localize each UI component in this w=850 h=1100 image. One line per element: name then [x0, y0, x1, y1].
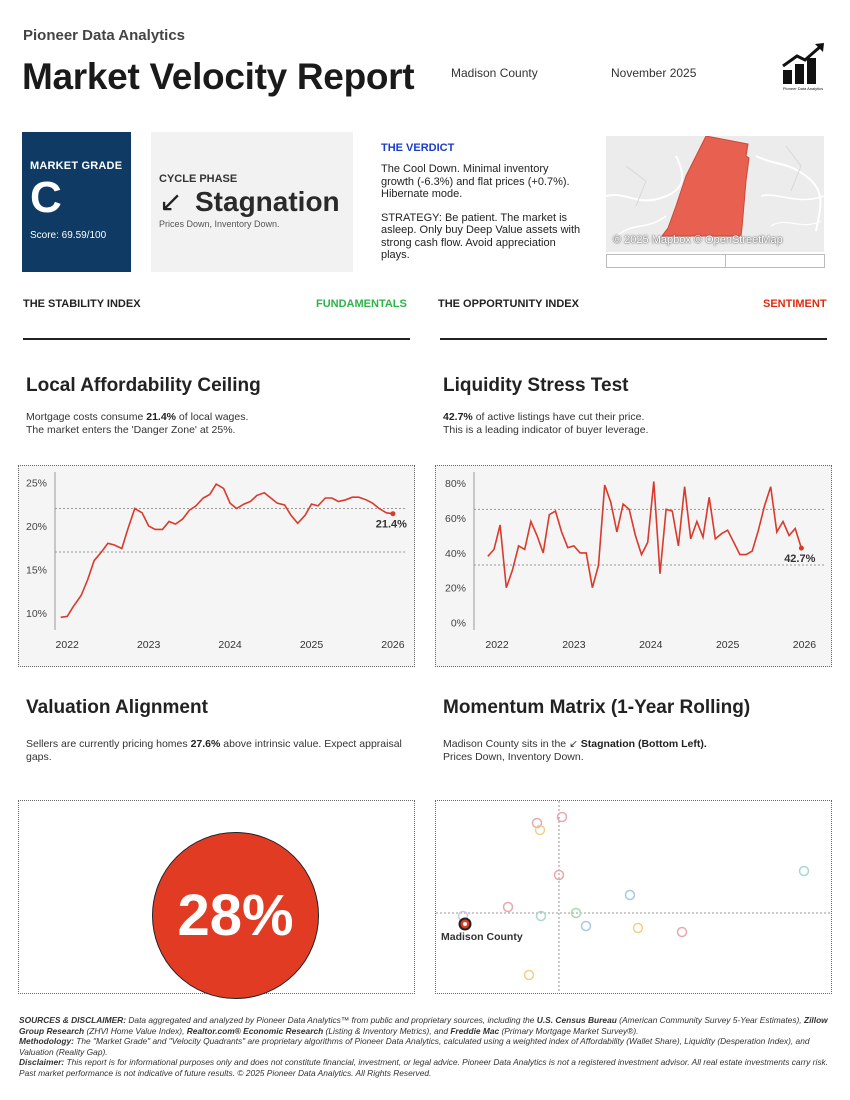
liquidity-chart: 0% 20% 40% 60% 80% 2022 2023 2024 2025 2026 42.7% [435, 465, 832, 667]
x-tick-label: 2025 [300, 639, 324, 651]
series-line [60, 483, 394, 619]
x-tick-label: 2024 [218, 639, 242, 651]
x-tick-label: 2026 [793, 639, 817, 651]
market-point [632, 922, 644, 934]
affordability-text: Mortgage costs consume 21.4% of local wa… [26, 411, 249, 436]
cycle-phase-name: Stagnation [195, 186, 340, 217]
market-point [502, 901, 514, 913]
logo-text: Pioneer Data Analytics [783, 86, 823, 91]
county-region [661, 136, 750, 237]
market-grade-card: MARKET GRADE C Score: 69.59/100 [22, 132, 131, 272]
x-tick-label: 2024 [639, 639, 663, 651]
liquidity-chart-svg: 0% 20% 40% 60% 80% 2022 2023 2024 2025 2026 42.7% [445, 472, 824, 651]
y-tick-label: 10% [26, 608, 47, 620]
momentum-text: Madison County sits in the ↙ Stagnation … [443, 738, 707, 763]
madison-county-point-center [463, 922, 467, 926]
market-point [798, 865, 810, 877]
y-tick-label: 20% [26, 521, 47, 533]
market-grade-letter: C [30, 173, 62, 222]
market-grade-label: MARKET GRADE [30, 160, 123, 172]
x-tick-label: 2022 [56, 639, 80, 651]
y-tick-label: 60% [445, 513, 466, 525]
market-point [580, 920, 592, 932]
verdict-section: THE VERDICT The Cool Down. Minimal inven… [381, 142, 581, 273]
x-tick-label: 2026 [381, 639, 405, 651]
market-point [556, 811, 568, 823]
county-map[interactable] [606, 136, 824, 252]
market-point [534, 824, 546, 836]
sentiment-tag: SENTIMENT [763, 298, 827, 310]
y-tick-label: 40% [445, 548, 466, 560]
fundamentals-tag: FUNDAMENTALS [316, 298, 407, 310]
market-point [624, 889, 636, 901]
momentum-title: Momentum Matrix (1-Year Rolling) [443, 697, 751, 718]
cycle-phase-subtitle: Prices Down, Inventory Down. [159, 219, 280, 229]
last-point [798, 545, 804, 551]
x-tick-label: 2023 [562, 639, 586, 651]
y-tick-label: 25% [26, 477, 47, 489]
report-date: November 2025 [611, 66, 697, 80]
footer-methodology: Methodology: The "Market Grade" and "Vel… [19, 1036, 810, 1057]
market-point [535, 910, 547, 922]
market-point [570, 907, 582, 919]
arrow-down-left-icon: ↙ [159, 186, 183, 217]
affordability-chart-svg: 10% 15% 20% 25% 2022 2023 2024 2025 2026 21.4% [26, 472, 407, 651]
verdict-strategy: STRATEGY: Be patient. The market is asle… [381, 211, 581, 262]
end-value-label: 21.4% [376, 519, 407, 531]
liquidity-title: Liquidity Stress Test [443, 375, 629, 396]
y-tick-label: 20% [445, 583, 466, 595]
opportunity-divider [440, 338, 827, 340]
liquidity-text: 42.7% of active listings have cut their … [443, 411, 649, 436]
y-tick-label: 15% [26, 564, 47, 576]
market-point [531, 817, 543, 829]
y-tick-label: 0% [451, 618, 466, 630]
stability-index-title: THE STABILITY INDEX [23, 298, 141, 310]
market-point [553, 869, 565, 881]
x-tick-label: 2023 [137, 639, 161, 651]
series-line [487, 481, 803, 588]
bar-chart-up-arrow-icon: Pioneer Data Analytics [779, 40, 827, 92]
opportunity-index-title: THE OPPORTUNITY INDEX [438, 298, 579, 310]
market-point [676, 926, 688, 938]
brand-name: Pioneer Data Analytics [23, 27, 186, 44]
last-point [390, 511, 396, 517]
valuation-panel: 28% [18, 800, 415, 999]
cycle-phase-label: CYCLE PHASE [159, 173, 238, 185]
end-value-label: 42.7% [784, 553, 815, 565]
stability-divider [23, 338, 410, 340]
footer-disclaimer-text: Disclaimer: This report is for informati… [19, 1057, 829, 1078]
market-grade-score: Score: 69.59/100 [30, 230, 107, 241]
map-credit: © 2025 Mapbox © OpenStreetMap [613, 234, 783, 246]
valuation-text: Sellers are currently pricing homes 27.6… [26, 738, 402, 763]
valuation-gap-circle: 28% [152, 832, 319, 999]
affordability-title: Local Affordability Ceiling [26, 375, 261, 396]
market-point [523, 969, 535, 981]
cycle-phase-card: CYCLE PHASE ↙ Stagnation Prices Down, In… [151, 132, 353, 272]
county-label: Madison County [451, 66, 538, 80]
page-title: Market Velocity Report [22, 56, 415, 97]
valuation-gap-value: 28% [177, 883, 294, 948]
x-tick-label: 2025 [716, 639, 740, 651]
footer-sources: SOURCES & DISCLAIMER: Data aggregated an… [19, 1015, 828, 1036]
valuation-title: Valuation Alignment [26, 697, 208, 718]
momentum-matrix-svg: Madison County [436, 801, 830, 993]
momentum-matrix: Madison County [435, 800, 832, 994]
verdict-title: THE VERDICT [381, 142, 455, 154]
madison-county-label: Madison County [441, 931, 523, 943]
map-scale-bar [606, 254, 825, 268]
verdict-text: The Cool Down. Minimal inventory growth … [381, 163, 570, 200]
arrow-down-left-icon: ↙ [569, 738, 578, 750]
x-tick-label: 2022 [485, 639, 509, 651]
affordability-chart: 10% 15% 20% 25% 2022 2023 2024 2025 2026 21.4% [18, 465, 415, 667]
y-tick-label: 80% [445, 478, 466, 490]
footer-disclaimer: SOURCES & DISCLAIMER: Data aggregated an… [19, 1015, 831, 1079]
